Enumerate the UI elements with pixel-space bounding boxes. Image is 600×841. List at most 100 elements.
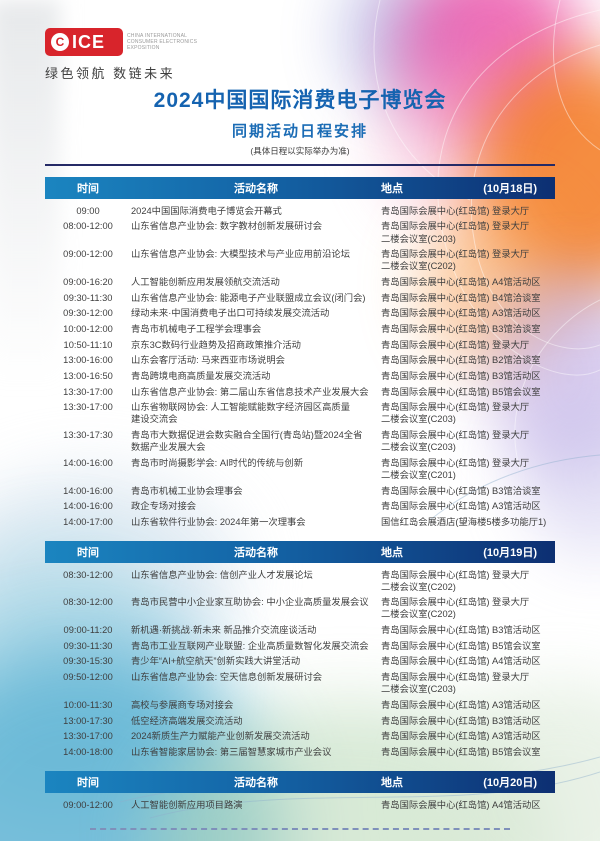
table-row: 13:00-16:50 青岛跨境电商高质量发展交流活动 青岛国际会展中心(红岛馆… bbox=[45, 368, 555, 384]
row-location: 青岛国际会展中心(红岛馆) B5馆会议室 bbox=[381, 640, 541, 651]
schedule-table: 时间 活动名称 地点 (10月20日) 09:00-12:00 人工智能创新应用… bbox=[45, 770, 555, 813]
row-activity: 青岛市机械工业协会理事会 bbox=[131, 485, 243, 496]
row-activity: 青少年“AI+航空航天”创新实践大讲堂活动 bbox=[131, 656, 301, 667]
row-activity: 青岛市机械电子工程学会理事会 bbox=[131, 323, 262, 334]
row-location: 青岛国际会展中心(红岛馆) 登录大厅 二楼会议室(C203) bbox=[381, 430, 530, 453]
row-activity: 山东省信息产业协会: 数字教材创新发展研讨会 bbox=[131, 221, 323, 232]
table-row: 09:00-12:00 人工智能创新应用项目路演 青岛国际会展中心(红岛馆) A… bbox=[45, 797, 555, 813]
row-location: 青岛国际会展中心(红岛馆) A3馆活动区 bbox=[381, 308, 541, 319]
table-rows: 09:00-12:00 人工智能创新应用项目路演 青岛国际会展中心(红岛馆) A… bbox=[45, 797, 555, 813]
table-row: 13:30-17:00 2024新质生产力赋能产业创新发展交流活动 青岛国际会展… bbox=[45, 728, 555, 744]
table-row: 14:00-17:00 山东省软件行业协会: 2024年第一次理事会 国信红岛会… bbox=[45, 514, 555, 530]
row-location: 青岛国际会展中心(红岛馆) B3馆活动区 bbox=[381, 371, 541, 381]
row-location: 青岛国际会展中心(红岛馆) A3馆活动区 bbox=[381, 699, 541, 710]
table-rows: 09:00 2024中国国际消费电子博览会开幕式 青岛国际会展中心(红岛馆) 登… bbox=[45, 203, 555, 530]
row-activity: 山东会客厅活动: 马来西亚市场说明会 bbox=[131, 355, 285, 366]
column-header-location: 地点 bbox=[381, 183, 403, 195]
row-time: 09:30-12:00 bbox=[63, 308, 113, 319]
row-location: 青岛国际会展中心(红岛馆) B3馆活动区 bbox=[381, 715, 541, 726]
cice-logo-badge: C ICE bbox=[45, 28, 123, 56]
row-activity: 政企专场对接会 bbox=[131, 501, 197, 512]
page-title: 2024中国国际消费电子博览会 bbox=[153, 89, 447, 112]
row-time: 13:00-16:50 bbox=[63, 371, 113, 381]
table-row: 09:30-12:00 绿动未来·中国消费电子出口可持续发展交流活动 青岛国际会… bbox=[45, 306, 555, 322]
schedule-table: 时间 活动名称 地点 (10月19日) 08:30-12:00 山东省信息产业协… bbox=[45, 540, 555, 760]
title-divider bbox=[45, 164, 555, 166]
cice-emblem-icon: C bbox=[51, 33, 69, 51]
row-location: 青岛国际会展中心(红岛馆) 登录大厅 二楼会议室(C202) bbox=[381, 569, 530, 592]
table-row: 09:00-16:20 人工智能创新应用发展领航交流活动 青岛国际会展中心(红岛… bbox=[45, 274, 555, 290]
row-time: 13:00-16:00 bbox=[63, 355, 113, 366]
table-header-bar: 时间 活动名称 地点 (10月20日) bbox=[45, 770, 555, 793]
row-location: 青岛国际会展中心(红岛馆) A4馆活动区 bbox=[381, 276, 541, 287]
row-time: 09:30-15:30 bbox=[63, 656, 113, 667]
row-activity: 2024新质生产力赋能产业创新发展交流活动 bbox=[131, 731, 310, 742]
row-time: 09:00 bbox=[76, 205, 100, 216]
row-location: 青岛国际会展中心(红岛馆) 登录大厅 二楼会议室(C203) bbox=[381, 221, 530, 244]
table-row: 09:00-11:20 新机遇·新挑战·新未来 新品推介交流座谈活动 青岛国际会… bbox=[45, 622, 555, 638]
bg-left-gray-wash bbox=[0, 0, 60, 430]
schedule-table: 时间 活动名称 地点 (10月18日) 09:00 2024中国国际消费电子博览… bbox=[45, 177, 555, 530]
row-time: 08:30-12:00 bbox=[63, 597, 113, 608]
row-time: 09:50-12:00 bbox=[63, 672, 113, 683]
row-time: 10:50-11:10 bbox=[63, 339, 113, 350]
bottom-dashed-divider bbox=[90, 828, 510, 831]
table-row: 09:30-11:30 山东省信息产业协会: 能源电子产业联盟成立会议(闭门会)… bbox=[45, 290, 555, 306]
row-time: 14:00-18:00 bbox=[63, 746, 113, 757]
table-row: 10:00-11:30 高校与参展商专场对接会 青岛国际会展中心(红岛馆) A3… bbox=[45, 697, 555, 713]
row-time: 08:30-12:00 bbox=[63, 569, 113, 580]
table-row: 10:00-12:00 青岛市机械电子工程学会理事会 青岛国际会展中心(红岛馆)… bbox=[45, 321, 555, 337]
table-header-bar: 时间 活动名称 地点 (10月18日) bbox=[45, 177, 555, 199]
table-row: 08:30-12:00 青岛市民营中小企业家互助协会: 中小企业高质量发展会议 … bbox=[45, 595, 555, 623]
column-header-activity: 活动名称 bbox=[234, 776, 278, 789]
row-time: 09:00-16:20 bbox=[63, 276, 113, 287]
row-activity: 山东省信息产业协会: 大模型技术与产业应用前沿论坛 bbox=[131, 249, 350, 260]
table-row: 08:30-12:00 山东省信息产业协会: 信创产业人才发展论坛 青岛国际会展… bbox=[45, 567, 555, 595]
row-activity: 山东省信息产业协会: 第二届山东省信息技术产业发展大会 bbox=[131, 386, 369, 397]
row-location: 青岛国际会展中心(红岛馆) 登录大厅 二楼会议室(C201) bbox=[381, 457, 530, 480]
row-time: 13:30-17:00 bbox=[63, 386, 113, 397]
table-date: (10月20日) bbox=[483, 776, 537, 789]
row-activity: 青岛市民营中小企业家互助协会: 中小企业高质量发展会议 bbox=[131, 597, 369, 608]
table-row: 08:00-12:00 山东省信息产业协会: 数字教材创新发展研讨会 青岛国际会… bbox=[45, 219, 555, 247]
table-header-bar: 时间 活动名称 地点 (10月19日) bbox=[45, 540, 555, 563]
row-activity: 青岛市工业互联网产业联盟: 企业高质量数智化发展交流会 bbox=[131, 640, 369, 651]
row-time: 09:00-11:20 bbox=[63, 625, 113, 636]
row-location: 青岛国际会展中心(红岛馆) B4馆洽谈室 bbox=[381, 292, 541, 303]
column-header-activity: 活动名称 bbox=[234, 183, 278, 195]
table-row: 09:00-12:00 山东省信息产业协会: 大模型技术与产业应用前沿论坛 青岛… bbox=[45, 246, 555, 274]
logo: C ICE CHINA INTERNATIONAL CONSUMER ELECT… bbox=[45, 28, 235, 82]
table-row: 13:30-17:00 山东省信息产业协会: 第二届山东省信息技术产业发展大会 … bbox=[45, 384, 555, 400]
row-location: 青岛国际会展中心(红岛馆) B2馆洽谈室 bbox=[381, 355, 541, 366]
row-activity: 山东省信息产业协会: 信创产业人才发展论坛 bbox=[131, 569, 313, 580]
row-activity: 青岛跨境电商高质量发展交流活动 bbox=[131, 371, 271, 381]
row-activity: 山东省信息产业协会: 空天信息创新发展研讨会 bbox=[131, 672, 323, 683]
row-location: 青岛国际会展中心(红岛馆) B3馆洽谈室 bbox=[381, 485, 541, 496]
table-row: 14:00-16:00 青岛市时尚摄影学会: AI时代的传统与创新 青岛国际会展… bbox=[45, 455, 555, 483]
row-activity: 青岛市大数据促进会数实融合全国行(青岛站)暨2024全省 数据产业发展大会 bbox=[131, 430, 363, 453]
column-header-location: 地点 bbox=[381, 546, 403, 559]
table-row: 09:50-12:00 山东省信息产业协会: 空天信息创新发展研讨会 青岛国际会… bbox=[45, 669, 555, 697]
row-activity: 京东3C数码行业趋势及招商政策推介活动 bbox=[131, 339, 301, 350]
cice-logo: C ICE CHINA INTERNATIONAL CONSUMER ELECT… bbox=[45, 28, 235, 56]
row-time: 10:00-11:30 bbox=[63, 699, 113, 710]
row-activity: 山东省信息产业协会: 能源电子产业联盟成立会议(闭门会) bbox=[131, 292, 366, 303]
logo-slogan: 绿色领航 数链未来 bbox=[45, 66, 176, 81]
row-activity: 山东省智能家居协会: 第三届智慧家城市产业会议 bbox=[131, 746, 332, 757]
row-location: 青岛国际会展中心(红岛馆) B5馆会议室 bbox=[381, 386, 541, 397]
row-location: 青岛国际会展中心(红岛馆) A3馆活动区 bbox=[381, 501, 541, 512]
column-header-location: 地点 bbox=[381, 776, 403, 789]
row-time: 09:00-12:00 bbox=[63, 249, 113, 260]
row-time: 14:00-17:00 bbox=[63, 516, 113, 527]
row-location: 青岛国际会展中心(红岛馆) 登录大厅 二楼会议室(C202) bbox=[381, 597, 530, 620]
schedule-note: (具体日程以实际举办为准) bbox=[250, 146, 350, 156]
row-activity: 青岛市时尚摄影学会: AI时代的传统与创新 bbox=[131, 457, 303, 468]
logo-name-line: CHINA INTERNATIONAL bbox=[127, 32, 188, 39]
row-time: 10:00-12:00 bbox=[63, 323, 113, 334]
page-subtitle: 同期活动日程安排 bbox=[231, 123, 368, 140]
table-row: 13:00-17:30 低空经济高端发展交流活动 青岛国际会展中心(红岛馆) B… bbox=[45, 713, 555, 729]
table-row: 09:00 2024中国国际消费电子博览会开幕式 青岛国际会展中心(红岛馆) 登… bbox=[45, 203, 555, 219]
table-row: 10:50-11:10 京东3C数码行业趋势及招商政策推介活动 青岛国际会展中心… bbox=[45, 337, 555, 353]
cice-emblem-letter: C bbox=[55, 35, 65, 49]
row-location: 青岛国际会展中心(红岛馆) 登录大厅 二楼会议室(C203) bbox=[381, 672, 530, 695]
